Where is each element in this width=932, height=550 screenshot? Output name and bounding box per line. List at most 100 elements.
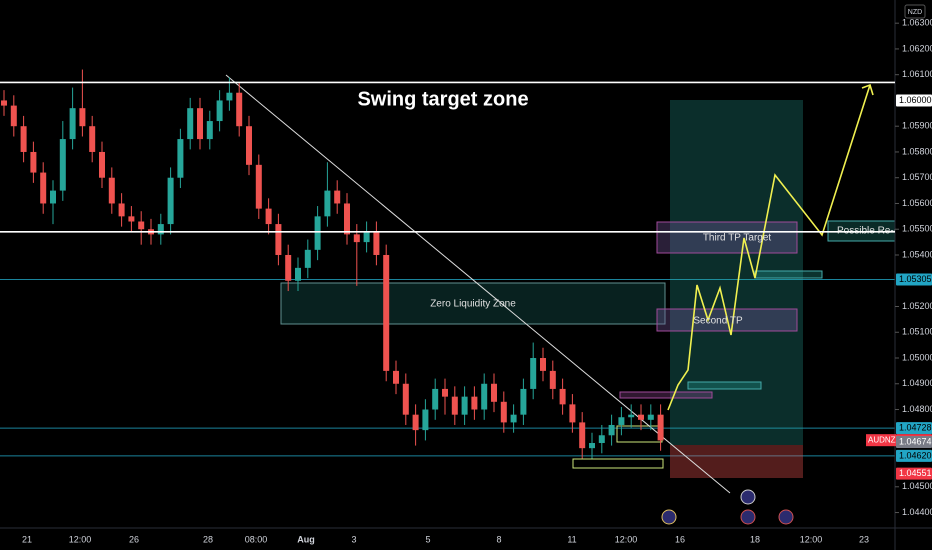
- candle-body: [40, 172, 47, 204]
- x-tick-label: 21: [22, 534, 32, 544]
- symbol-label: AUDNZD: [868, 435, 902, 444]
- y-tick-label: 1.05400: [902, 249, 932, 259]
- candle-body: [471, 396, 478, 410]
- y-tick-label: 1.05100: [902, 327, 932, 337]
- candle-body: [138, 221, 145, 230]
- candle-body: [99, 151, 105, 178]
- candle-body: [442, 388, 448, 397]
- y-tick-label: 1.04400: [902, 507, 932, 517]
- price-label: 1.04620: [899, 450, 932, 460]
- y-tick-label: 1.06100: [902, 69, 932, 79]
- price-label: 1.04728: [899, 422, 932, 432]
- candle-body: [177, 139, 184, 178]
- candle-body: [589, 443, 595, 449]
- x-tick-label: 8: [496, 534, 501, 544]
- profit-zone: [670, 100, 803, 445]
- candle-body: [353, 234, 360, 243]
- y-tick-label: 1.05900: [902, 121, 932, 131]
- price-label: 1.04551: [899, 468, 932, 478]
- candle-body: [275, 224, 282, 255]
- price-label: 1.06000: [899, 95, 932, 105]
- candle-body: [647, 414, 654, 420]
- zone-box: [619, 391, 713, 399]
- candle-body: [118, 203, 125, 217]
- candle-body: [206, 121, 213, 140]
- projection-arrow: [861, 83, 874, 96]
- x-tick-label: 28: [203, 534, 213, 544]
- y-tick-label: 1.04800: [902, 404, 932, 414]
- candle-body: [197, 108, 203, 140]
- candle-body: [559, 388, 566, 405]
- x-tick-label: 3: [351, 534, 356, 544]
- candle-body: [461, 396, 468, 415]
- event-icon: [740, 509, 756, 525]
- zone-box: [687, 381, 762, 390]
- candle-body: [30, 151, 37, 173]
- currency-box: [904, 4, 926, 19]
- annotation: Third TP Target: [703, 233, 772, 244]
- x-tick-label: 12:00: [615, 534, 638, 544]
- y-tick-label: 1.05000: [902, 352, 932, 362]
- candle-body: [628, 414, 635, 418]
- candle-body: [569, 404, 576, 423]
- price-label-bg: [896, 435, 932, 448]
- price-label-bg: [896, 273, 932, 286]
- y-tick-label: 1.05800: [902, 146, 932, 156]
- candle-body: [383, 254, 390, 371]
- currency: NZD: [908, 9, 922, 16]
- price-label: 1.04674: [899, 436, 932, 446]
- price-label-bg: [896, 422, 932, 435]
- candle-body: [285, 254, 292, 281]
- y-tick-label: 1.05600: [902, 198, 932, 208]
- third-tp-box: [656, 221, 798, 254]
- candle-body: [657, 414, 664, 441]
- candle-body: [216, 100, 223, 122]
- event-icon: [778, 509, 794, 525]
- y-tick-label: 1.05200: [902, 301, 932, 311]
- candle-body: [128, 216, 135, 222]
- candle-body: [226, 92, 233, 101]
- candle-body: [608, 424, 615, 436]
- candle-body: [451, 396, 458, 415]
- loss-zone: [670, 445, 803, 478]
- events: [661, 489, 794, 525]
- y-tick-label: 1.04500: [902, 481, 932, 491]
- y-tick-label: 1.05700: [902, 172, 932, 182]
- candle-body: [412, 414, 419, 431]
- annotation: Zero Liquidity Zone: [430, 299, 516, 310]
- zone-box: [754, 270, 823, 279]
- x-tick-label: Aug: [297, 534, 315, 544]
- candle-body: [579, 422, 586, 449]
- candle-body: [520, 388, 527, 415]
- candle-body: [510, 414, 517, 423]
- candle-body: [638, 414, 644, 420]
- zone-box: [572, 458, 664, 469]
- candle-body: [324, 190, 331, 217]
- x-tick-label: 5: [425, 534, 430, 544]
- price-label-bg: [896, 94, 932, 107]
- candle-body: [255, 164, 262, 209]
- y-tick-label: 1.06300: [902, 18, 932, 28]
- candle-body: [344, 203, 350, 235]
- event-icon: [661, 509, 677, 525]
- event-icon: [740, 489, 756, 505]
- candle-body: [432, 388, 439, 410]
- candle-body: [20, 126, 27, 152]
- candle-body: [334, 190, 341, 204]
- candle-body: [304, 249, 311, 268]
- price-label-bg: [896, 467, 932, 480]
- candle-body: [540, 358, 546, 371]
- candles: [1, 69, 664, 459]
- candle-body: [618, 417, 625, 425]
- candle-body: [1, 100, 7, 106]
- x-tick-label: 12:00: [800, 534, 823, 544]
- trendline: [225, 74, 731, 494]
- candle-body: [157, 224, 164, 235]
- candle-body: [422, 409, 429, 431]
- candle-body: [314, 216, 321, 250]
- chart-title: Swing target zone: [357, 88, 528, 110]
- x-tick-label: 08:00: [245, 534, 268, 544]
- candle-body: [530, 358, 537, 389]
- projection-path: [667, 84, 871, 411]
